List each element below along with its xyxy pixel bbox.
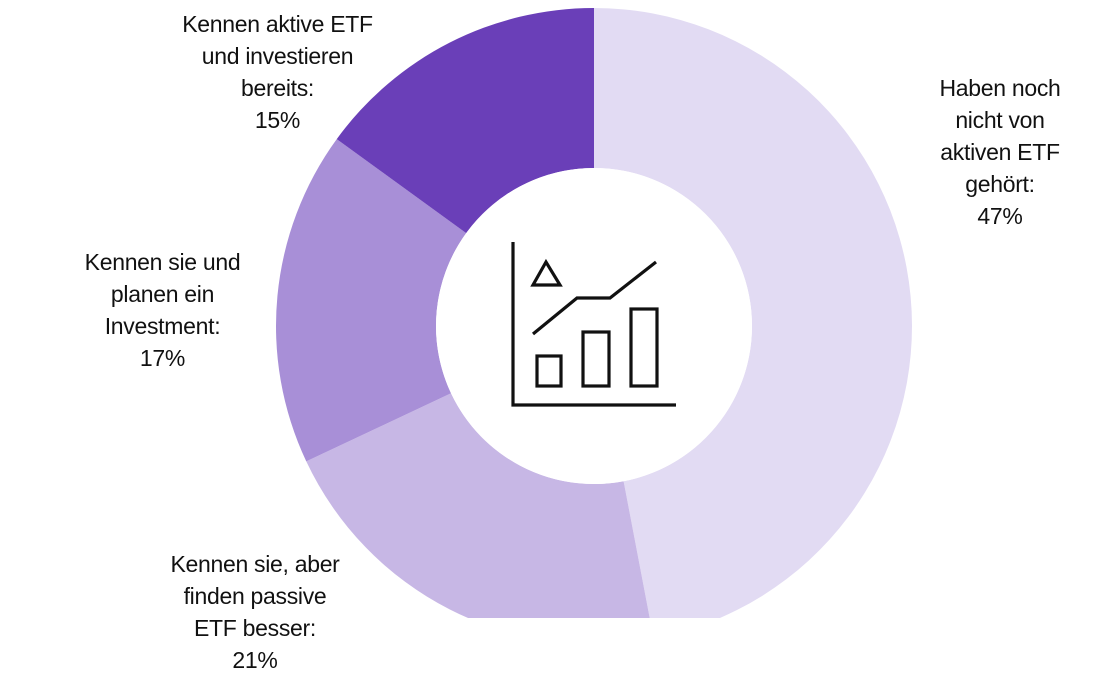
slice-label: Kennen sie und planen ein Investment: 17… xyxy=(55,246,270,374)
slice-value-label: 15% xyxy=(254,107,301,133)
slice-label: Haben noch nicht von aktiven ETF gehört:… xyxy=(905,72,1095,232)
donut-slice-1 xyxy=(306,393,650,618)
donut-slice-3 xyxy=(336,8,594,234)
slice-value-label: 47% xyxy=(977,203,1023,229)
slice-label: Kennen sie, aber finden passive ETF bess… xyxy=(135,548,375,676)
slice-value-label: 21% xyxy=(232,647,278,673)
chart-growth-icon xyxy=(511,242,676,407)
donut-slice-2 xyxy=(276,139,467,462)
slice-label: Kennen aktive ETF und investieren bereit… xyxy=(150,8,405,136)
slice-value-label: 17% xyxy=(139,345,186,371)
donut-chart xyxy=(276,8,912,618)
donut-slices xyxy=(276,8,912,618)
donut-slice-0 xyxy=(594,8,912,618)
donut-hole xyxy=(436,168,752,484)
